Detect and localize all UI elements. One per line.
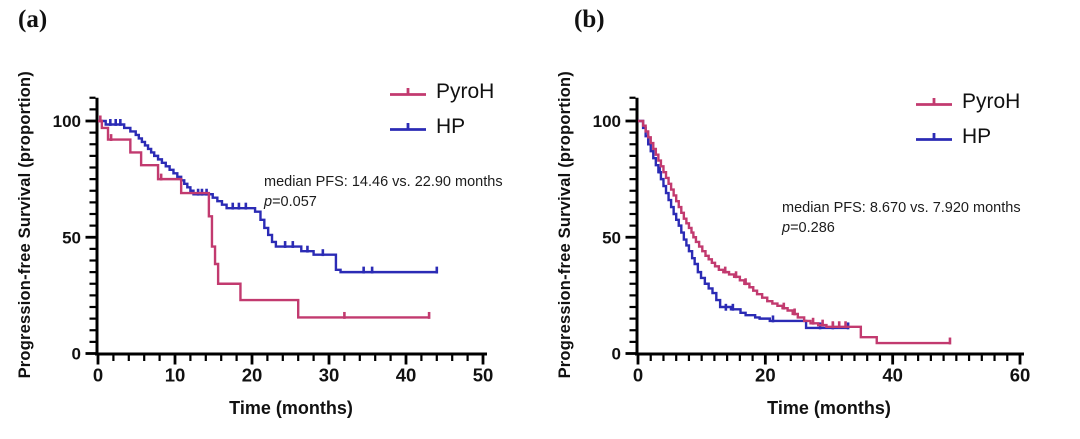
y-tick-label: 100	[53, 112, 81, 131]
legend-item-pyroh: PyroH	[390, 74, 494, 109]
legend-marker-svg	[390, 122, 426, 131]
x-tick-label: 40	[396, 365, 417, 386]
y-tick-label: 50	[62, 228, 81, 247]
hp-line-marker-icon	[916, 130, 952, 144]
y-tick-label: 100	[593, 112, 621, 131]
y-tick-label: 0	[72, 345, 81, 364]
x-tick-label: 20	[242, 365, 263, 386]
panel-b-annotation: median PFS: 8.670 vs. 7.920 months p=0.2…	[782, 198, 1021, 238]
pyroh-line-marker-icon	[390, 85, 426, 99]
y-tick-label: 50	[602, 228, 621, 247]
x-tick-label: 50	[473, 365, 494, 386]
legend-marker-svg	[916, 132, 952, 141]
series-path-hp	[638, 119, 849, 330]
panel-a-legend: PyroH HP	[390, 74, 494, 144]
median-pfs-text: median PFS: 8.670 vs. 7.920 months	[782, 200, 1021, 216]
pyroh-line-marker-icon	[916, 95, 952, 109]
median-pfs-text: median PFS: 14.46 vs. 22.90 months	[264, 174, 503, 190]
panel-b-y-axis-title-text: Progression-free Survival (proportion)	[555, 71, 574, 379]
legend-label-hp: HP	[436, 114, 466, 138]
x-tick-label: 40	[882, 365, 903, 386]
panel-b-y-axis-title: Progression-free Survival (proportion)	[552, 45, 578, 405]
legend-label-pyroh: PyroH	[962, 89, 1021, 113]
panel-b-legend: PyroH HP	[916, 84, 1020, 154]
p-number: =0.057	[272, 194, 317, 210]
legend-marker-svg	[390, 87, 426, 96]
p-value-text: p=0.057	[264, 192, 503, 212]
panel-a-label: (a)	[18, 6, 48, 33]
p-value-text: p=0.286	[782, 218, 1021, 238]
x-tick-label: 0	[93, 365, 103, 386]
legend-item-hp: HP	[390, 109, 494, 144]
p-number: =0.286	[790, 220, 835, 236]
hp-line-marker-icon	[390, 120, 426, 134]
legend-item-pyroh: PyroH	[916, 84, 1020, 119]
legend-label-pyroh: PyroH	[436, 79, 495, 103]
y-tick-label: 0	[612, 345, 621, 364]
x-tick-label: 60	[1010, 365, 1031, 386]
x-tick-label: 20	[755, 365, 776, 386]
p-italic: p	[782, 220, 791, 236]
panel-b-label: (b)	[574, 6, 605, 33]
p-italic: p	[264, 194, 273, 210]
series-path-hp	[98, 119, 437, 274]
x-tick-label: 30	[319, 365, 340, 386]
panel-a-y-axis-title: Progression-free Survival (proportion)	[12, 45, 38, 405]
legend-marker-svg	[916, 97, 952, 106]
panel-a-annotation: median PFS: 14.46 vs. 22.90 months p=0.0…	[264, 172, 503, 212]
x-tick-label: 10	[165, 365, 186, 386]
legend-item-hp: HP	[916, 119, 1020, 154]
x-tick-label: 0	[633, 365, 643, 386]
legend-label-hp: HP	[962, 124, 992, 148]
panel-b-x-axis-title: Time (months)	[767, 398, 891, 418]
series-path-pyroh	[638, 119, 950, 345]
panel-a-x-axis-title: Time (months)	[229, 398, 353, 418]
panel-a-y-axis-title-text: Progression-free Survival (proportion)	[15, 71, 34, 379]
